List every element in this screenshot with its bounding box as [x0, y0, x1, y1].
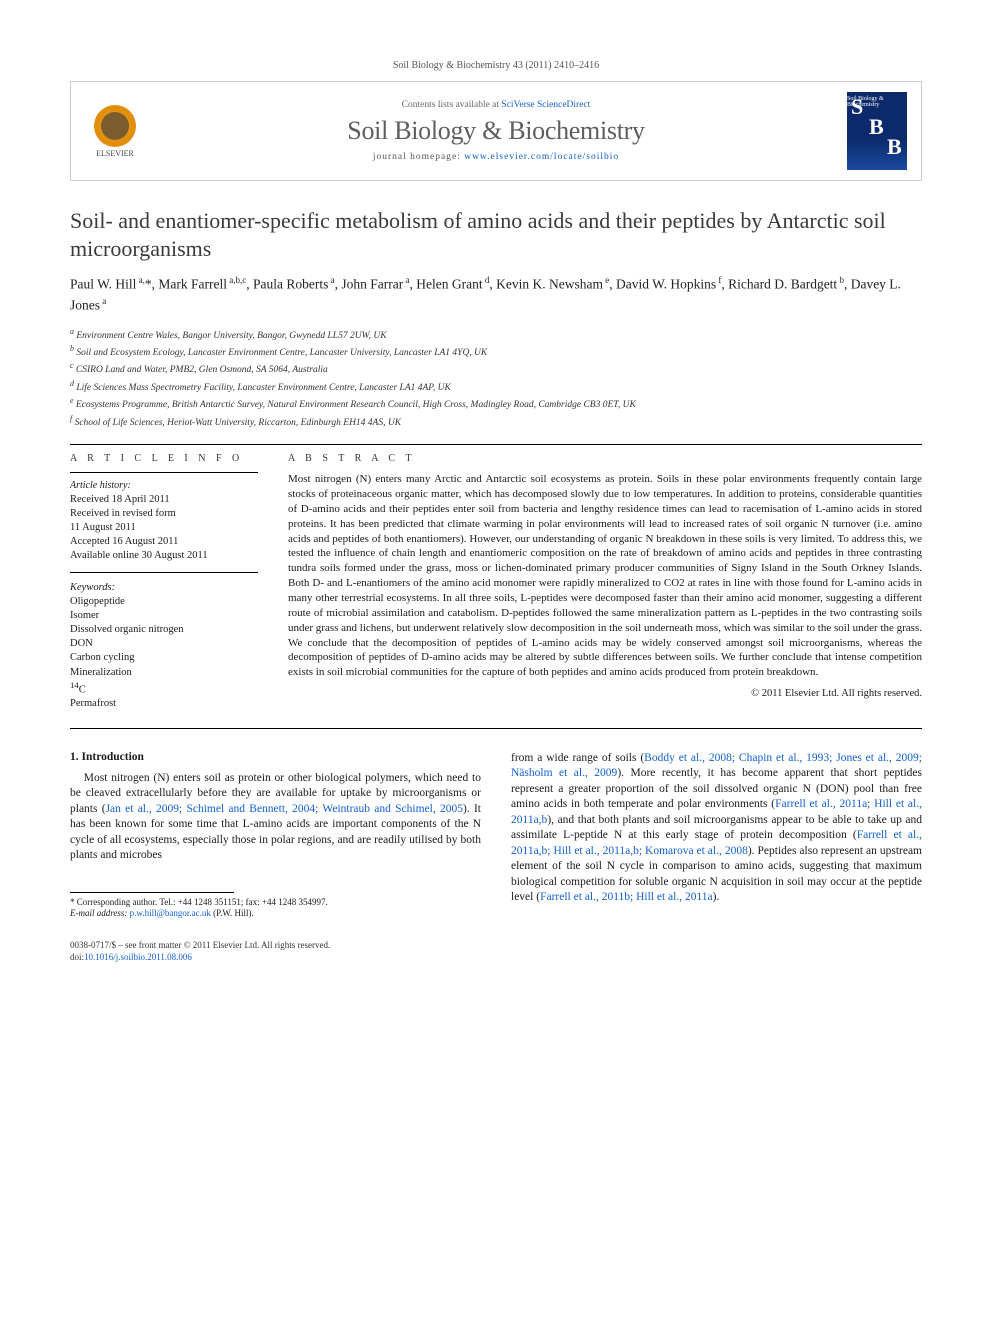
keyword: Dissolved organic nitrogen — [70, 623, 258, 637]
body-column-right: from a wide range of soils (Boddy et al.… — [511, 751, 922, 964]
publisher-logo: ELSEVIER — [85, 105, 145, 158]
homepage-link[interactable]: www.elsevier.com/locate/soilbio — [464, 152, 619, 162]
front-matter-footer: 0038-0717/$ – see front matter © 2011 El… — [70, 940, 481, 963]
keyword: Mineralization — [70, 666, 258, 680]
abstract-heading: A B S T R A C T — [288, 453, 922, 464]
journal-title: Soil Biology & Biochemistry — [145, 116, 847, 146]
keyword: DON — [70, 637, 258, 651]
elsevier-tree-icon — [94, 105, 136, 147]
abstract-text: Most nitrogen (N) enters many Arctic and… — [288, 472, 922, 680]
affiliation-line: d Life Sciences Mass Spectrometry Facili… — [70, 378, 922, 395]
publisher-name: ELSEVIER — [96, 149, 134, 158]
article-info-column: A R T I C L E I N F O Article history: R… — [70, 453, 258, 711]
divider — [70, 444, 922, 445]
copyright-line: © 2011 Elsevier Ltd. All rights reserved… — [288, 688, 922, 699]
keyword: 14C — [70, 680, 258, 698]
journal-header: ELSEVIER Contents lists available at Sci… — [70, 81, 922, 181]
history-line: 11 August 2011 — [70, 521, 258, 535]
history-line: Accepted 16 August 2011 — [70, 535, 258, 549]
keyword: Oligopeptide — [70, 595, 258, 609]
journal-cover-thumbnail: Soil Biology & Biochemistry SBB — [847, 92, 907, 170]
corresponding-author-footnote: * Corresponding author. Tel.: +44 1248 3… — [70, 897, 481, 920]
doi-link[interactable]: 10.1016/j.soilbio.2011.08.006 — [84, 952, 192, 962]
affiliations: a Environment Centre Wales, Bangor Unive… — [70, 326, 922, 431]
divider — [70, 728, 922, 729]
sciencedirect-link[interactable]: SciVerse ScienceDirect — [501, 100, 590, 110]
keywords-label: Keywords: — [70, 581, 258, 595]
footnote-divider — [70, 892, 234, 893]
corresponding-email-link[interactable]: p.w.hill@bangor.ac.uk — [130, 908, 211, 918]
author-list: Paul W. Hill a,*, Mark Farrell a,b,c, Pa… — [70, 274, 922, 316]
history-line: Received in revised form — [70, 507, 258, 521]
keyword: Carbon cycling — [70, 651, 258, 665]
body-column-left: 1. Introduction Most nitrogen (N) enters… — [70, 751, 481, 964]
keyword: Permafrost — [70, 697, 258, 711]
affiliation-line: f School of Life Sciences, Heriot-Watt U… — [70, 413, 922, 430]
affiliation-line: c CSIRO Land and Water, PMB2, Glen Osmon… — [70, 360, 922, 377]
top-citation: Soil Biology & Biochemistry 43 (2011) 24… — [70, 60, 922, 71]
affiliation-line: b Soil and Ecosystem Ecology, Lancaster … — [70, 343, 922, 360]
section-heading-introduction: 1. Introduction — [70, 751, 481, 763]
intro-paragraph-2: from a wide range of soils (Boddy et al.… — [511, 751, 922, 906]
journal-homepage: journal homepage: www.elsevier.com/locat… — [145, 152, 847, 162]
affiliation-line: a Environment Centre Wales, Bangor Unive… — [70, 326, 922, 343]
article-title: Soil- and enantiomer-specific metabolism… — [70, 207, 922, 262]
history-line: Available online 30 August 2011 — [70, 549, 258, 563]
contents-available: Contents lists available at SciVerse Sci… — [145, 100, 847, 110]
intro-paragraph-1: Most nitrogen (N) enters soil as protein… — [70, 771, 481, 864]
article-info-heading: A R T I C L E I N F O — [70, 453, 258, 464]
history-line: Received 18 April 2011 — [70, 493, 258, 507]
history-label: Article history: — [70, 479, 258, 493]
affiliation-line: e Ecosystems Programme, British Antarcti… — [70, 395, 922, 412]
abstract-column: A B S T R A C T Most nitrogen (N) enters… — [288, 453, 922, 711]
keyword: Isomer — [70, 609, 258, 623]
